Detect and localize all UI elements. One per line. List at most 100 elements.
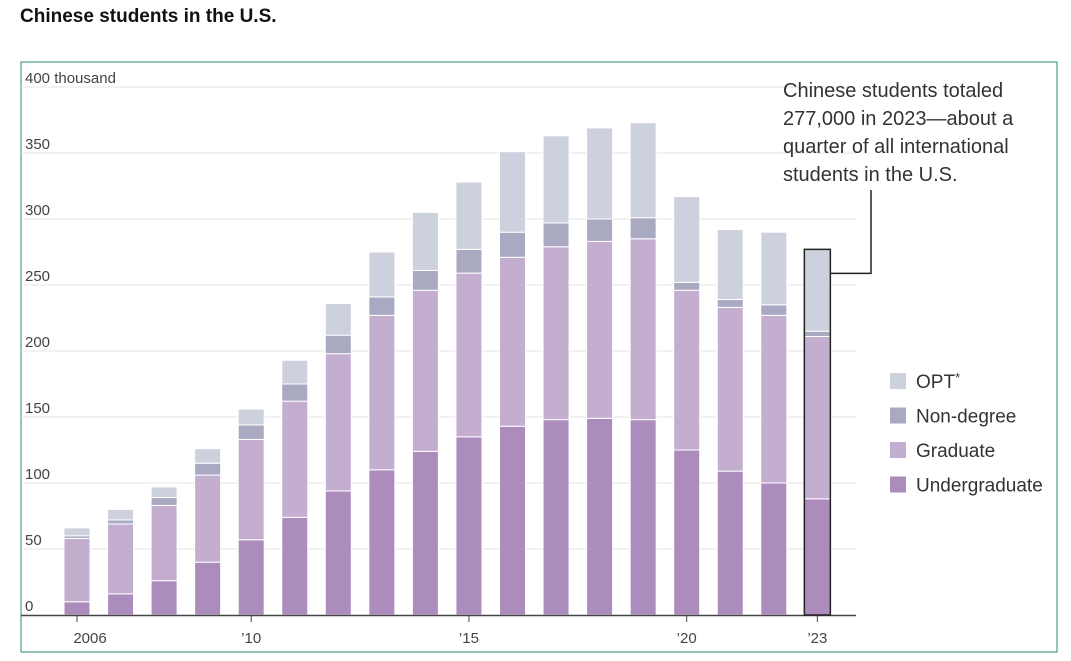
bar-group-2019: [629, 122, 657, 616]
bar-non-degree-2013: [368, 296, 396, 316]
bar-group-2016: [499, 151, 526, 616]
bar-non-degree-2008: [150, 497, 178, 506]
bar-undergraduate-2006: [63, 601, 91, 616]
bar-non-degree-2010: [237, 424, 265, 440]
bar-graduate-2021: [716, 306, 744, 472]
bar-undergraduate-2022: [760, 482, 788, 616]
bar-undergraduate-2018: [586, 417, 614, 616]
annotation-line-3: quarter of all international: [783, 136, 1009, 158]
x-tick-label-2015: ’15: [459, 630, 479, 647]
legend-label-graduate: Graduate: [916, 441, 995, 462]
legend-item-non-degree: Non-degree: [890, 407, 1016, 428]
bar-graduate-2006: [63, 537, 91, 603]
bar-opt-2010: [237, 408, 265, 426]
bar-group-2017: [542, 135, 570, 616]
bar-group-2010: [237, 408, 265, 616]
y-tick-label-100: 100: [25, 466, 50, 483]
bar-opt-2015: [455, 181, 483, 250]
bar-graduate-2012: [324, 353, 352, 492]
y-tick-label-0: 0: [25, 598, 33, 615]
y-tick-label-300: 300: [25, 202, 50, 219]
legend-label-undergraduate: Undergraduate: [916, 476, 1043, 497]
legend-footnote-marker: *: [955, 370, 960, 385]
bar-group-2020: [673, 196, 701, 616]
bar-graduate-2022: [760, 314, 788, 484]
bar-non-degree-2021: [716, 299, 744, 308]
annotation-leader-line: [830, 190, 872, 275]
bar-undergraduate-2010: [237, 539, 265, 616]
bar-non-degree-2009: [194, 462, 222, 476]
bars: [63, 122, 831, 616]
bar-undergraduate-2014: [411, 450, 439, 616]
bar-non-degree-2015: [455, 248, 483, 274]
legend-swatch-graduate: [890, 442, 906, 458]
bar-group-2021: [716, 229, 744, 616]
legend-swatch-undergraduate: [890, 476, 906, 493]
bar-undergraduate-2009: [194, 561, 222, 616]
bar-opt-2017: [542, 135, 570, 224]
bar-group-2008: [150, 486, 178, 616]
bar-graduate-2015: [455, 272, 483, 438]
bar-group-2011: [281, 359, 309, 616]
bar-non-degree-2019: [629, 217, 657, 240]
bar-opt-2012: [324, 302, 352, 336]
annotation-line-4: students in the U.S.: [783, 164, 958, 186]
x-axis-ticks: 2006 ’10 ’15 ’20 ’23: [73, 615, 827, 647]
legend: OPT* Non-degree Graduate Undergraduate: [890, 370, 1043, 497]
legend-item-undergraduate: Undergraduate: [890, 476, 1043, 497]
bar-graduate-2011: [281, 400, 309, 518]
bar-opt-2008: [150, 486, 178, 499]
bar-undergraduate-2008: [150, 580, 178, 616]
bar-non-degree-2011: [281, 383, 309, 402]
x-tick-label-2020: ’20: [677, 630, 697, 647]
plot-frame: [20, 61, 1058, 653]
bar-non-degree-2017: [542, 222, 570, 248]
y-axis-labels: 0 50 100 150 200 250 300 350 400 thousand: [25, 70, 116, 615]
x-tick-label-2010: ’10: [241, 630, 261, 647]
bar-opt-2011: [281, 359, 309, 385]
bar-undergraduate-2019: [629, 419, 657, 616]
bar-group-2018: [586, 127, 614, 616]
bar-non-degree-2022: [760, 304, 788, 316]
bar-undergraduate-2013: [368, 469, 396, 616]
bar-group-2012: [324, 302, 352, 616]
bar-undergraduate-2023: [803, 498, 831, 616]
y-tick-label-250: 250: [25, 268, 50, 285]
bar-opt-2023: [803, 248, 831, 332]
bar-group-2013: [368, 251, 396, 616]
x-tick-label-2023: ’23: [807, 630, 827, 647]
bar-graduate-2018: [586, 240, 614, 419]
bar-undergraduate-2011: [281, 516, 309, 616]
bar-non-degree-2018: [586, 218, 614, 242]
bar-graduate-2009: [194, 474, 222, 563]
bar-undergraduate-2020: [673, 449, 701, 616]
legend-swatch-opt: [890, 373, 906, 389]
bar-non-degree-2007: [107, 519, 135, 525]
bar-graduate-2023: [803, 335, 831, 500]
bar-group-2009: [194, 448, 222, 616]
bar-opt-2018: [586, 127, 614, 220]
bar-graduate-2017: [542, 246, 570, 421]
bar-graduate-2020: [673, 289, 701, 451]
bar-opt-2014: [411, 211, 439, 271]
bar-group-2022: [760, 231, 788, 616]
bar-non-degree-2014: [411, 269, 439, 291]
bar-non-degree-2020: [673, 281, 701, 291]
bar-non-degree-2016: [499, 231, 526, 258]
bar-group-2015: [455, 181, 483, 616]
legend-item-opt: OPT*: [890, 370, 960, 393]
highlight-2023: [803, 248, 832, 616]
bar-undergraduate-2015: [455, 436, 483, 616]
x-tick-label-2006: 2006: [73, 630, 106, 647]
annotation: Chinese students totaled 277,000 in 2023—…: [783, 80, 1014, 275]
bar-non-degree-2012: [324, 334, 352, 355]
bar-undergraduate-2017: [542, 419, 570, 616]
bar-undergraduate-2007: [107, 593, 135, 616]
y-tick-label-200: 200: [25, 334, 50, 351]
chart-title: Chinese students in the U.S.: [20, 6, 277, 27]
bar-opt-2021: [716, 229, 744, 301]
bar-opt-2007: [107, 508, 135, 521]
bar-group-2007: [107, 508, 135, 616]
bar-group-2014: [411, 211, 439, 616]
